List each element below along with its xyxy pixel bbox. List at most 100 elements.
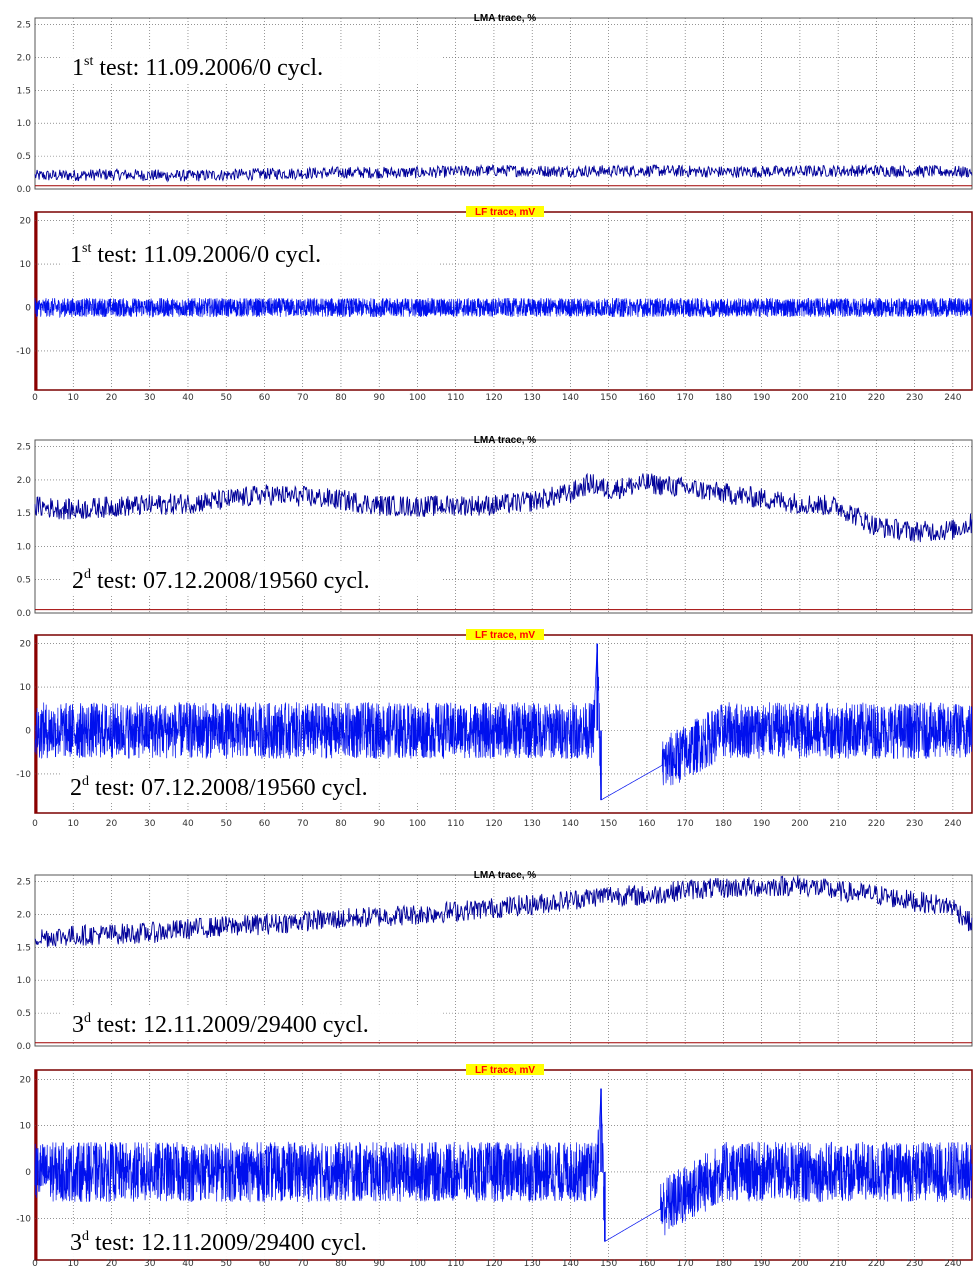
x-tick-label: 10: [68, 393, 80, 403]
panel-title: LF trace, mV: [475, 630, 535, 641]
data-series: [34, 297, 973, 319]
data-series: [34, 1090, 973, 1243]
y-tick-label: 2.0: [17, 910, 32, 920]
x-tick-label: 50: [220, 393, 232, 403]
x-tick-label: 50: [220, 819, 232, 829]
y-tick-label: -10: [16, 770, 31, 780]
x-tick-label: 10: [68, 819, 80, 829]
annotation-text: 3d test: 12.11.2009/29400 cycl.: [72, 1011, 369, 1038]
annotation-text: 1st test: 11.09.2006/0 cycl.: [70, 241, 321, 268]
x-tick-label: 60: [259, 1259, 271, 1267]
x-tick-label: 240: [944, 393, 961, 403]
panel-1: 0.0 0.5 1.0 1.5 2.0 2.5 LMA trace, % 1st test: …: [17, 13, 973, 195]
x-tick-label: 80: [335, 393, 347, 403]
data-series: [34, 643, 973, 801]
x-tick-label: 90: [373, 393, 385, 403]
x-tick-label: 140: [562, 393, 579, 403]
x-tick-label: 100: [409, 1259, 426, 1267]
x-tick-label: 30: [144, 393, 156, 403]
y-tick-label: 1.5: [17, 943, 31, 953]
y-tick-label: 2.5: [17, 878, 31, 888]
y-tick-label: 0.5: [17, 1009, 31, 1019]
x-tick-label: 30: [144, 819, 156, 829]
y-tick-label: 1.0: [17, 542, 32, 552]
data-series: [34, 163, 973, 183]
x-tick-label: 200: [791, 819, 808, 829]
x-tick-label: 20: [106, 393, 118, 403]
annotation-text: 2d test: 07.12.2008/19560 cycl.: [72, 567, 370, 594]
x-tick-label: 180: [715, 819, 732, 829]
y-tick-label: 2.0: [17, 476, 32, 486]
y-tick-label: 2.5: [17, 443, 31, 453]
x-tick-label: 110: [447, 1259, 464, 1267]
title-highlight: [466, 629, 544, 640]
panel-4: -10 0 10 20 LF trace, mV 0 10 20 30 40 50 60 70 80 90 1…: [16, 629, 973, 829]
y-tick-label: 0.5: [17, 576, 31, 586]
x-tick-label: 240: [944, 819, 961, 829]
panel-2: -10 0 10 20 LF trace, mV 0 10 20 30 40 50 60 70 80 90 1…: [16, 206, 973, 403]
y-tick-label: 1.5: [17, 86, 31, 96]
annotation-text: 3d test: 12.11.2009/29400 cycl.: [70, 1229, 367, 1256]
y-tick-label: 2.0: [17, 53, 32, 63]
annotation-bg: [60, 1224, 440, 1258]
x-tick-label: 100: [409, 819, 426, 829]
x-tick-label: 160: [638, 1259, 655, 1267]
x-tick-label: 150: [600, 1259, 617, 1267]
data-series: [34, 472, 973, 543]
x-tick-label: 230: [906, 1259, 923, 1267]
y-tick-label: 0.5: [17, 152, 31, 162]
x-tick-label: 50: [220, 1259, 232, 1267]
x-tick-label: 0: [32, 393, 38, 403]
x-tick-label: 150: [600, 393, 617, 403]
x-tick-label: 170: [677, 393, 694, 403]
y-tick-label: 10: [20, 260, 32, 270]
data-series: [34, 875, 973, 947]
x-tick-label: 180: [715, 393, 732, 403]
x-tick-label: 0: [32, 819, 38, 829]
y-tick-label: 20: [20, 1075, 32, 1085]
y-tick-label: 0: [25, 727, 31, 737]
annotation-bg: [62, 562, 442, 596]
x-tick-label: 10: [68, 1259, 80, 1267]
annotation-bg: [62, 49, 442, 83]
panel-title: LF trace, mV: [475, 1065, 535, 1076]
x-tick-label: 120: [485, 819, 502, 829]
panel-6: -10 0 10 20 LF trace, mV 0 10 20 30 40 50 60 70 80 90 1…: [16, 1064, 973, 1267]
annotation-bg: [60, 236, 440, 270]
x-tick-label: 210: [830, 393, 847, 403]
x-tick-label: 90: [373, 819, 385, 829]
x-tick-label: 90: [373, 1259, 385, 1267]
x-tick-label: 160: [638, 819, 655, 829]
x-tick-label: 220: [868, 819, 885, 829]
x-tick-label: 190: [753, 393, 770, 403]
x-tick-label: 140: [562, 819, 579, 829]
plot-frame: [34, 17, 973, 190]
y-tick-label: 1.0: [17, 119, 32, 129]
y-tick-label: 20: [20, 217, 32, 227]
x-tick-label: 80: [335, 819, 347, 829]
y-tick-label: 1.5: [17, 509, 31, 519]
y-tick-label: 0: [25, 304, 31, 314]
y-tick-label: 0: [25, 1168, 31, 1178]
annotation-text: 2d test: 07.12.2008/19560 cycl.: [70, 774, 368, 801]
x-tick-label: 160: [638, 393, 655, 403]
x-tick-label: 220: [868, 393, 885, 403]
x-tick-label: 40: [182, 819, 194, 829]
annotation-bg: [62, 1006, 442, 1040]
x-tick-label: 30: [144, 1259, 156, 1267]
x-tick-label: 180: [715, 1259, 732, 1267]
y-tick-label: -10: [16, 1214, 31, 1224]
x-tick-label: 170: [677, 1259, 694, 1267]
x-tick-label: 120: [485, 393, 502, 403]
y-tick-label: 1.0: [17, 976, 32, 986]
x-tick-label: 60: [259, 393, 271, 403]
x-tick-label: 170: [677, 819, 694, 829]
x-tick-label: 130: [524, 819, 541, 829]
y-tick-label: 10: [20, 683, 32, 693]
x-tick-label: 20: [106, 819, 118, 829]
y-tick-label: 0.0: [17, 185, 32, 195]
x-tick-label: 200: [791, 393, 808, 403]
x-tick-label: 40: [182, 393, 194, 403]
x-tick-label: 100: [409, 393, 426, 403]
